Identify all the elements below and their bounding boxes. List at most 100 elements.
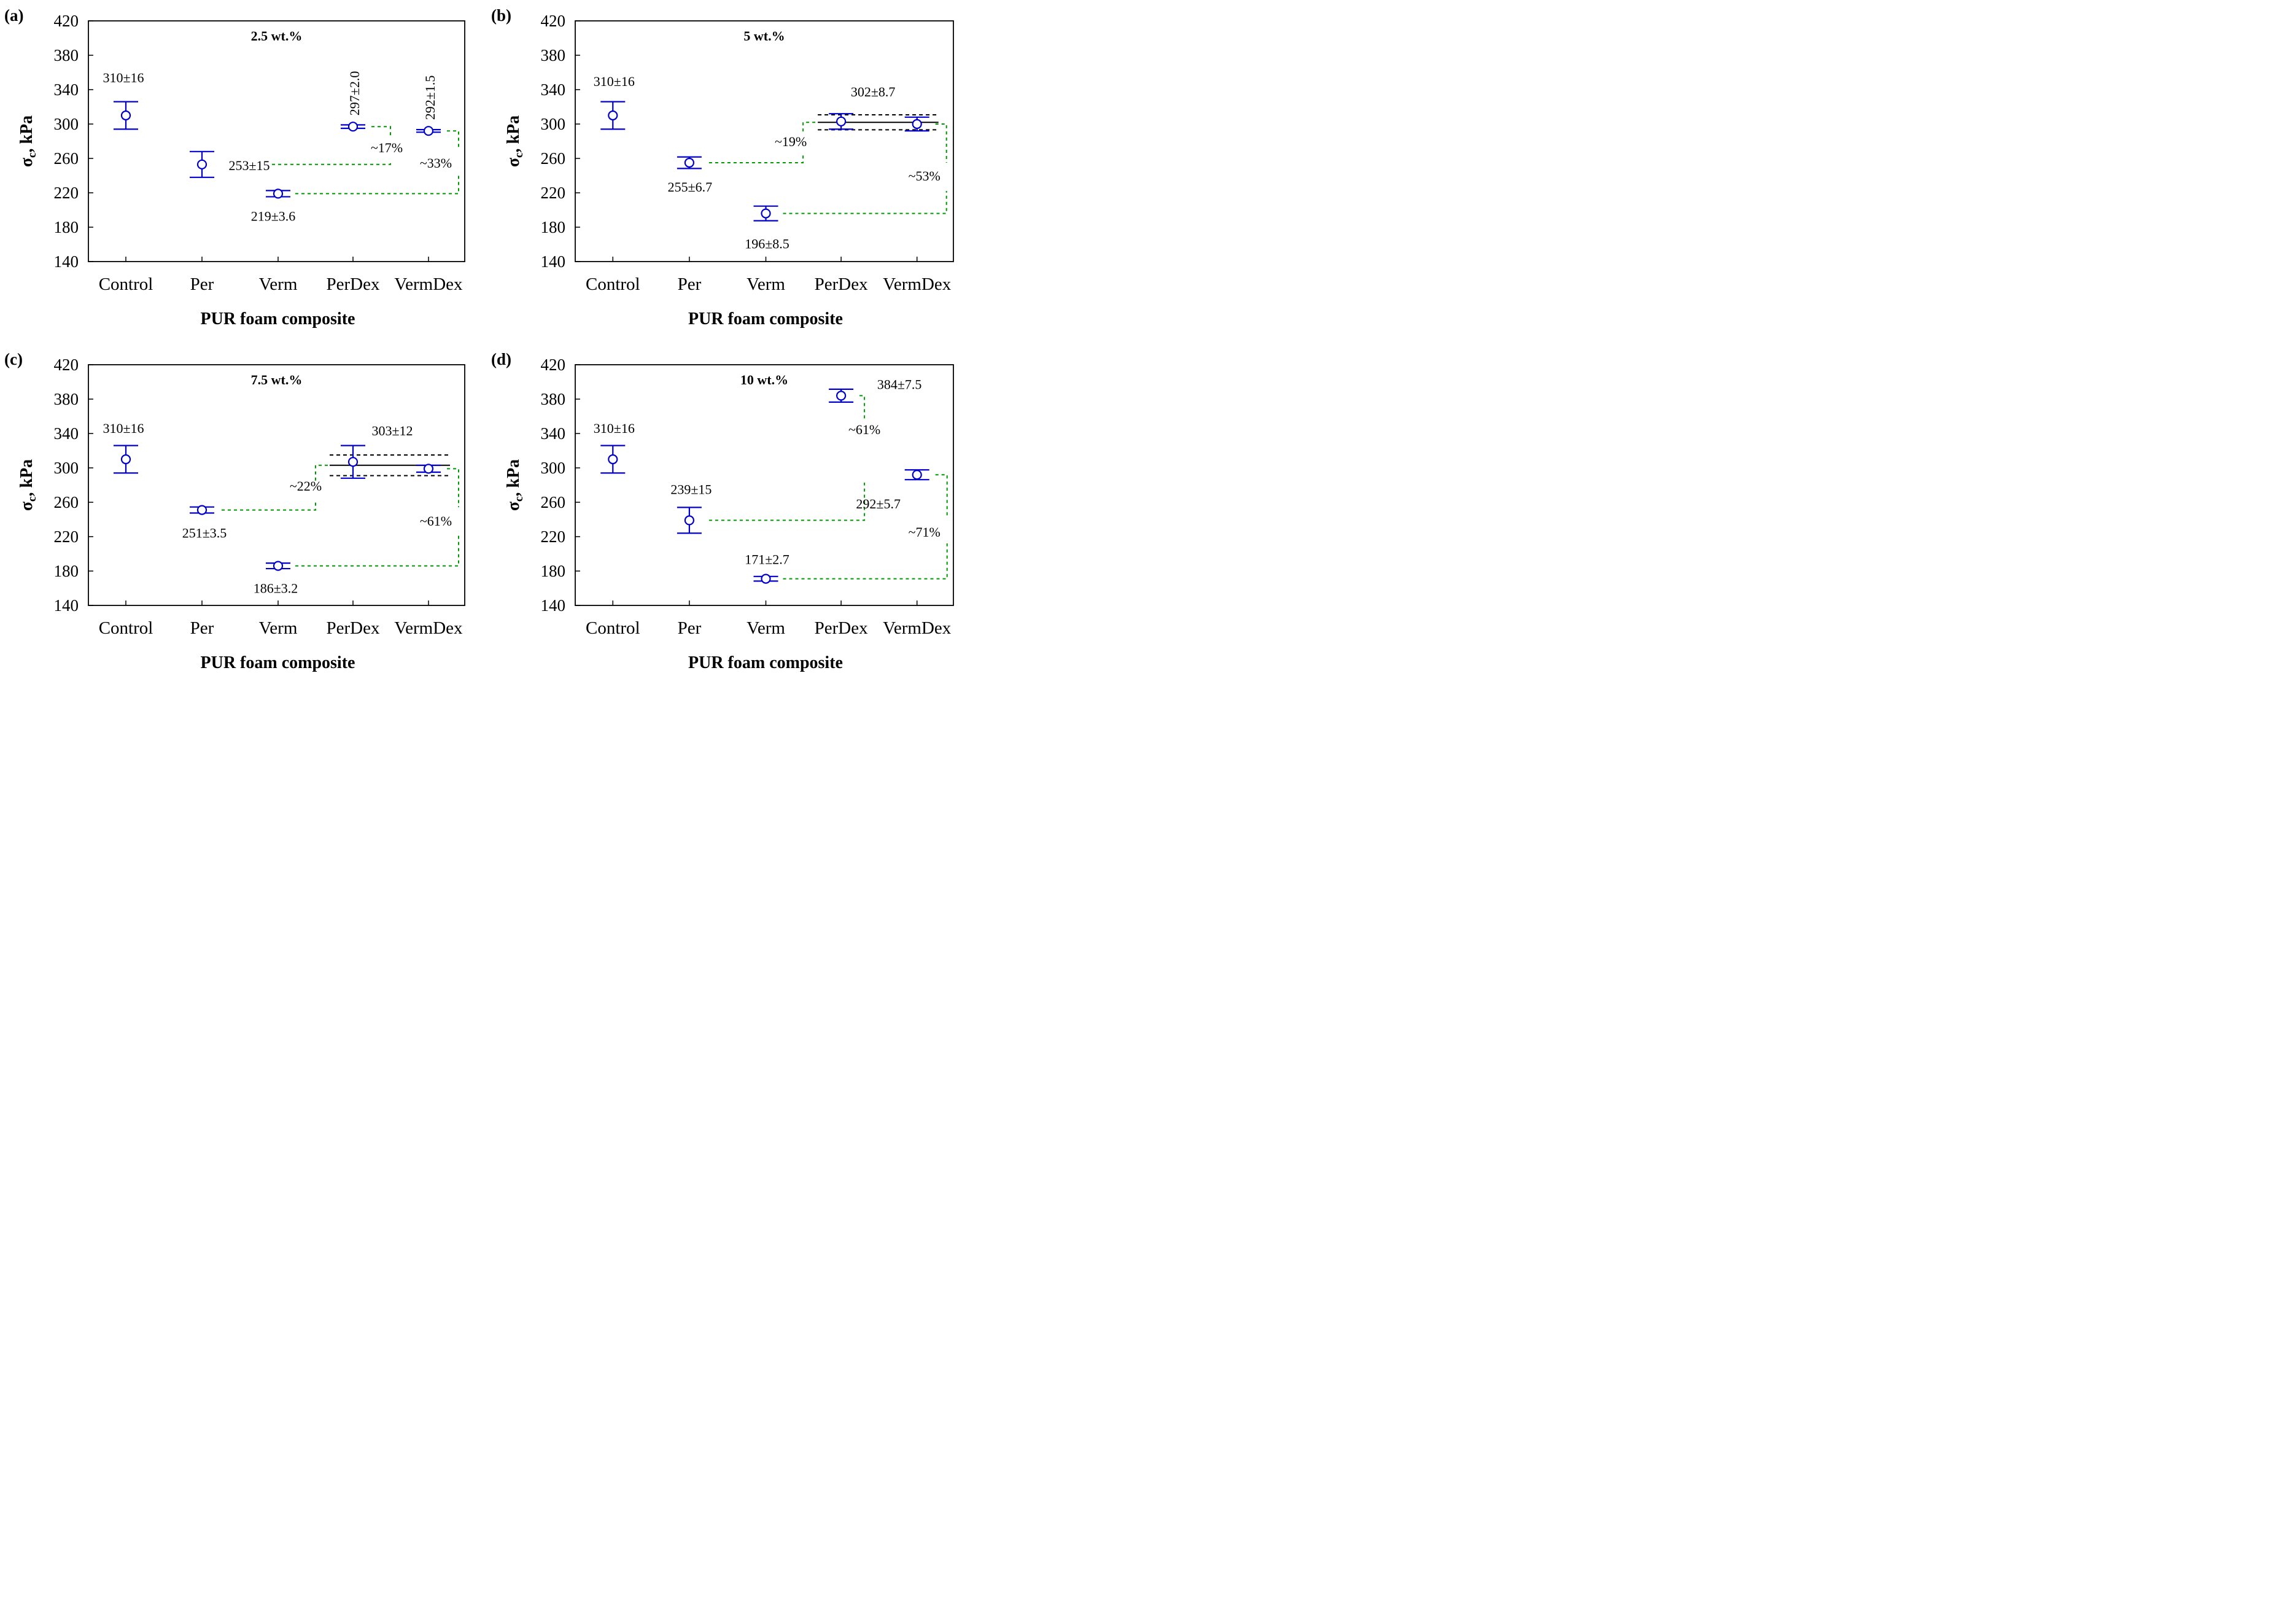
- x-axis-label: PUR foam composite: [201, 653, 355, 672]
- data-point: [608, 454, 618, 465]
- figure-stage: 140 180 220 260 300 340 380 420 Control Per Verm Pe…: [0, 0, 963, 680]
- x-tick-label: Verm: [259, 274, 298, 294]
- y-tick-label: 260: [54, 493, 79, 511]
- change-bracket-verm-upper: [935, 474, 948, 517]
- data-point: [684, 157, 695, 168]
- y-axis-label: σc, kPa: [17, 115, 39, 167]
- y-tick-label: 420: [541, 356, 566, 374]
- data-point: [684, 515, 695, 526]
- chart-title: 5 wt.%: [743, 28, 785, 44]
- y-tick-label: 340: [54, 80, 79, 99]
- x-tick-label: Control: [99, 618, 153, 638]
- y-tick-label: 180: [541, 562, 566, 580]
- y-axis-label-main: σ: [17, 157, 36, 167]
- data-point: [761, 573, 771, 584]
- y-axis-label-unit: , kPa: [17, 459, 36, 497]
- y-tick-label: 220: [541, 184, 566, 202]
- value-label: 310±16: [103, 70, 144, 85]
- y-axis-label: σc, kPa: [504, 459, 526, 511]
- y-tick-label: 420: [54, 356, 79, 374]
- value-label: 384±7.5: [877, 376, 922, 392]
- x-tick-label: Per: [678, 618, 702, 638]
- x-tick-label: Verm: [747, 274, 785, 294]
- panel-label: (a): [4, 6, 23, 25]
- x-tick-label: PerDex: [815, 618, 868, 638]
- data-point: [761, 208, 771, 219]
- y-axis-label-unit: , kPa: [504, 459, 523, 497]
- chart-title: 7.5 wt.%: [251, 372, 303, 387]
- y-tick-label: 220: [541, 527, 566, 546]
- y-tick-label: 180: [541, 218, 566, 236]
- y-tick-label: 340: [54, 424, 79, 443]
- change-percent-label: ~71%: [909, 524, 941, 540]
- x-tick-label: Control: [586, 274, 640, 294]
- change-bracket-verm-upper: [935, 123, 947, 163]
- x-tick-label: Verm: [259, 618, 298, 638]
- change-bracket-per-upper: [802, 122, 816, 131]
- plot-frame: [575, 20, 954, 262]
- y-tick-label: 220: [54, 527, 79, 546]
- data-point: [273, 189, 284, 199]
- change-bracket-verm-upper: [447, 130, 459, 150]
- y-axis-label-sub: c: [513, 153, 526, 158]
- x-axis-label: PUR foam composite: [201, 309, 355, 328]
- y-tick-label: 260: [541, 149, 566, 168]
- value-label: 196±8.5: [745, 236, 789, 252]
- value-label: 253±15: [228, 158, 270, 173]
- y-axis-label-sub: c: [26, 153, 39, 158]
- value-label: 239±15: [670, 481, 712, 497]
- data-point: [912, 470, 922, 480]
- change-bracket-per-lower: [272, 161, 391, 165]
- x-tick-label: Verm: [747, 618, 785, 638]
- panel-label: (c): [4, 350, 23, 368]
- y-axis-label: σc, kPa: [504, 115, 526, 167]
- value-label: 310±16: [103, 421, 144, 436]
- x-tick-label: VermDex: [883, 618, 952, 638]
- value-label: 186±3.2: [254, 581, 298, 596]
- y-tick-label: 300: [54, 115, 79, 133]
- panel-label: (b): [491, 6, 511, 25]
- y-tick-label: 140: [541, 252, 566, 271]
- y-axis-label: σc, kPa: [17, 459, 39, 511]
- data-point: [423, 464, 434, 474]
- change-percent-label: ~61%: [848, 422, 880, 437]
- chart-panel-c: 140 180 220 260 300 340 380 420 Control Per Verm Pe…: [4, 350, 465, 672]
- y-axis-label-sub: c: [513, 497, 526, 502]
- change-percent-label: ~33%: [420, 155, 452, 171]
- y-tick-label: 260: [54, 149, 79, 168]
- data-point: [423, 126, 434, 136]
- data-point: [347, 122, 359, 132]
- y-tick-label: 140: [541, 596, 566, 615]
- chart-title: 10 wt.%: [740, 372, 788, 387]
- value-label: 297±2.0: [347, 71, 362, 116]
- y-tick-label: 380: [54, 46, 79, 64]
- value-label: 255±6.7: [668, 179, 713, 195]
- x-tick-label: Per: [190, 618, 214, 638]
- y-tick-label: 420: [54, 12, 79, 30]
- data-point: [836, 116, 847, 126]
- y-tick-label: 380: [54, 390, 79, 408]
- data-point: [196, 505, 207, 515]
- y-tick-label: 180: [54, 218, 79, 236]
- y-tick-label: 140: [54, 596, 79, 615]
- value-label: 302±8.7: [851, 84, 896, 99]
- y-axis-label-main: σ: [17, 501, 36, 511]
- value-label: 310±16: [594, 421, 635, 436]
- y-tick-label: 300: [541, 115, 566, 133]
- change-bracket-per-upper: [315, 464, 328, 481]
- y-tick-label: 180: [54, 562, 79, 580]
- x-tick-label: VermDex: [394, 274, 463, 294]
- y-tick-label: 300: [54, 459, 79, 477]
- plot-frame: [88, 20, 465, 262]
- plot-frame: [575, 364, 954, 606]
- x-tick-label: Per: [678, 274, 702, 294]
- change-bracket-per-lower: [708, 483, 866, 521]
- change-bracket-per-lower: [222, 501, 316, 511]
- chart-panel-a: 140 180 220 260 300 340 380 420 Control Per Verm Pe…: [4, 6, 465, 328]
- value-label: 251±3.5: [182, 526, 227, 541]
- data-point: [912, 119, 922, 130]
- x-tick-label: VermDex: [883, 274, 952, 294]
- data-point: [273, 561, 284, 571]
- x-tick-label: PerDex: [327, 274, 380, 294]
- value-label: 171±2.7: [745, 552, 789, 567]
